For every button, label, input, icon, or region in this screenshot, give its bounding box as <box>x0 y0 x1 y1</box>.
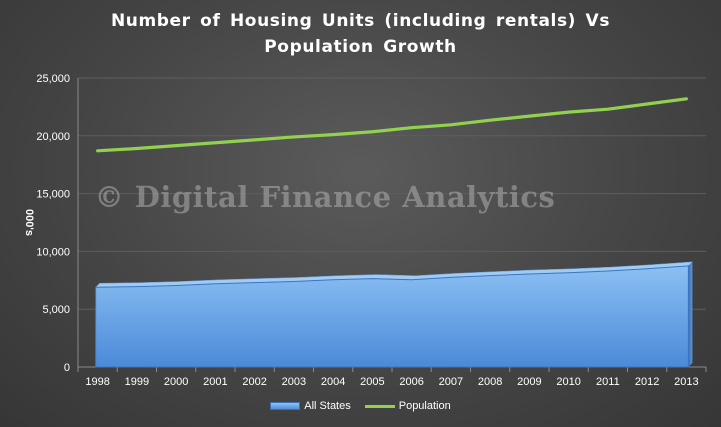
x-tick-label-2001: 2001 <box>203 376 227 388</box>
chart-title: Number of Housing Units (including renta… <box>0 8 721 60</box>
y-tick-label: 20,000 <box>36 131 70 143</box>
legend-item-all-states: All States <box>270 400 351 412</box>
y-tick-label: 0 <box>64 362 70 374</box>
x-tick-label-1999: 1999 <box>125 376 149 388</box>
x-tick-label-2007: 2007 <box>439 376 463 388</box>
area-side-face <box>688 261 693 367</box>
y-axis-title: 000's <box>23 209 35 236</box>
legend-item-population: Population <box>364 400 451 412</box>
x-tick-label-2010: 2010 <box>556 376 580 388</box>
line-series-population <box>96 97 688 153</box>
x-tick-label-2000: 2000 <box>164 376 188 388</box>
legend-swatch-area <box>270 402 301 410</box>
area-series-all-states <box>95 265 689 368</box>
x-tick-label-2002: 2002 <box>242 376 266 388</box>
legend-swatch-line <box>364 404 395 408</box>
y-tick-label: 10,000 <box>36 246 70 258</box>
y-tick-label: 5,000 <box>42 304 70 316</box>
x-tick-label-2003: 2003 <box>282 376 306 388</box>
x-tick-label-2008: 2008 <box>478 376 502 388</box>
legend: All States Population <box>0 400 721 412</box>
x-tick-label-1998: 1998 <box>85 376 109 388</box>
legend-label-all-states: All States <box>304 400 351 412</box>
x-tick-label-2012: 2012 <box>635 376 659 388</box>
y-tick-label: 25,000 <box>36 73 70 85</box>
x-tick-label-2005: 2005 <box>360 376 384 388</box>
y-tick-label: 15,000 <box>36 189 70 201</box>
chart-title-line-2: Population Growth <box>264 37 457 57</box>
x-tick-label-2006: 2006 <box>399 376 423 388</box>
chart-title-line-1: Number of Housing Units (including renta… <box>110 11 611 31</box>
x-tick-label-2009: 2009 <box>517 376 541 388</box>
watermark-text: © Digital Finance Analytics <box>94 180 556 214</box>
x-tick-label-2013: 2013 <box>674 376 698 388</box>
x-tick-label-2011: 2011 <box>596 376 620 388</box>
legend-label-population: Population <box>398 400 451 412</box>
x-tick-label-2004: 2004 <box>321 376 345 388</box>
